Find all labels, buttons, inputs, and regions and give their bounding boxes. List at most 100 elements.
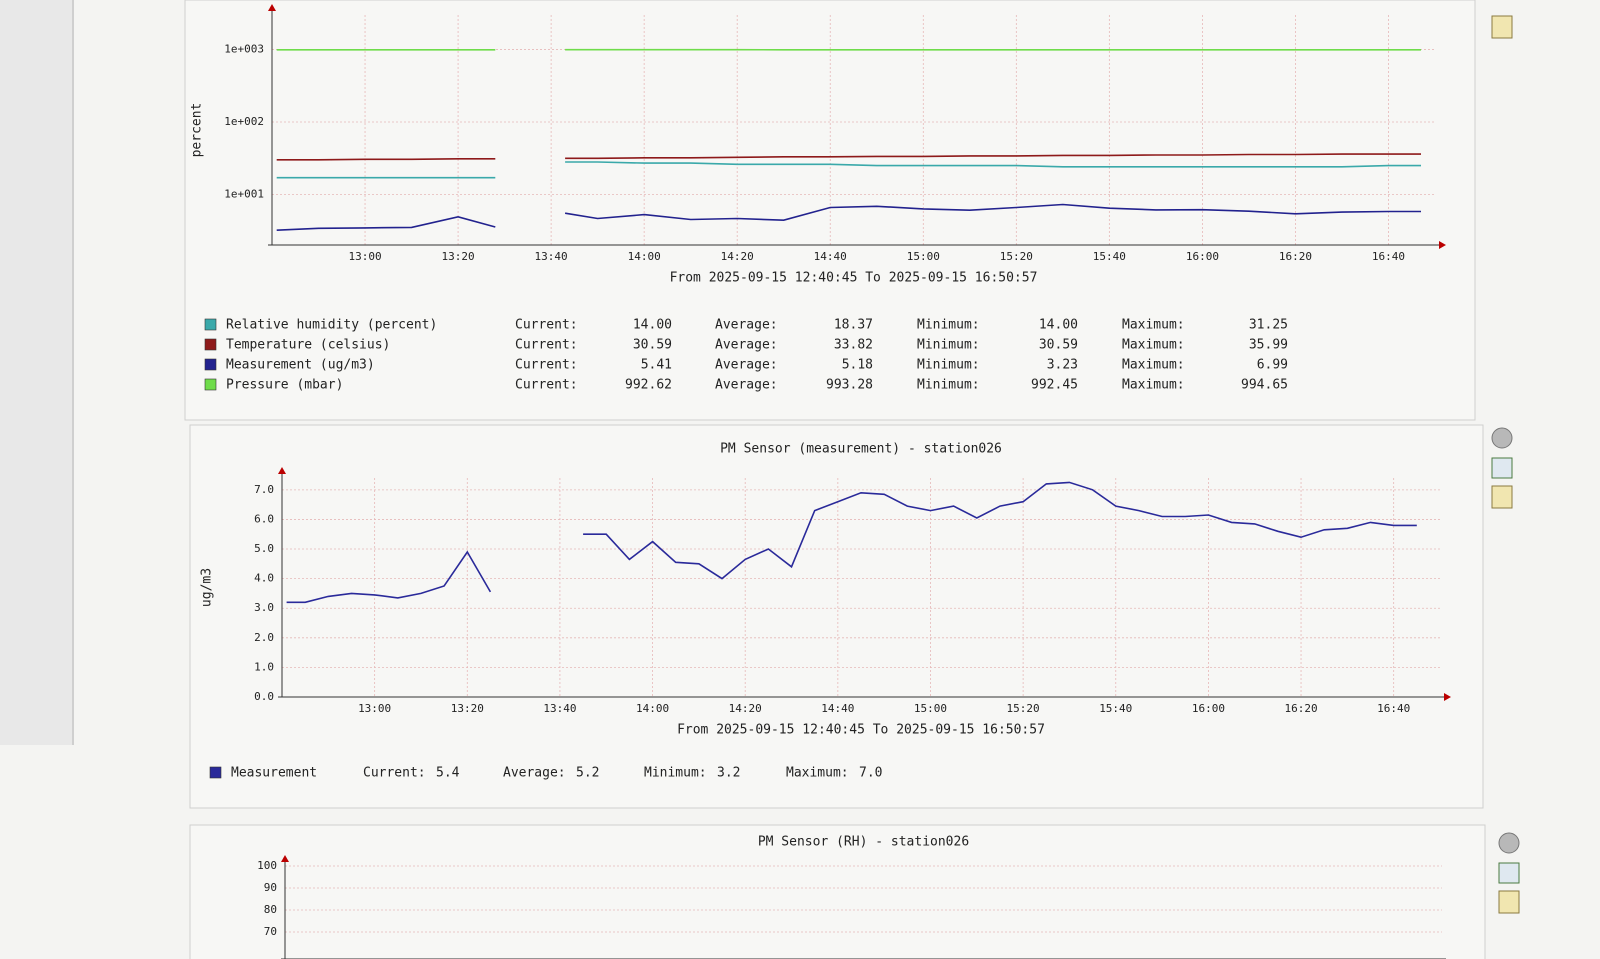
y-tick-label: 1e+003 — [224, 43, 264, 56]
y-tick-label: 3.0 — [254, 601, 274, 614]
legend-swatch — [209, 766, 222, 779]
stat-value: 5.2 — [576, 766, 599, 781]
stat-value: 14.00 — [633, 318, 672, 333]
stat-value: 5.4 — [436, 766, 460, 781]
list-icon[interactable] — [1491, 15, 1513, 39]
y-tick-label: 4.0 — [254, 572, 274, 585]
x-tick-label: 13:40 — [543, 702, 576, 715]
y-tick-label: 5.0 — [254, 542, 274, 555]
stat-label: Maximum: — [1122, 318, 1185, 333]
axis-arrow — [278, 467, 286, 474]
x-tick-label: 14:40 — [821, 702, 854, 715]
legend-swatch — [204, 318, 217, 331]
stat-label: Average: — [715, 378, 778, 393]
stat-label: Current: — [515, 338, 578, 353]
x-tick-label: 15:40 — [1099, 702, 1132, 715]
list-icon[interactable] — [1491, 485, 1513, 509]
x-tick-label: 16:00 — [1192, 702, 1225, 715]
legend-swatch — [204, 378, 217, 391]
y-tick-label: 70 — [264, 925, 277, 938]
stat-value: 30.59 — [633, 338, 672, 353]
stat-value: 992.45 — [1031, 378, 1078, 393]
legend-label: Measurement (ug/m3) — [226, 358, 375, 373]
stat-value: 994.65 — [1241, 378, 1288, 393]
settings-icon[interactable] — [1491, 427, 1513, 449]
graph-panel — [189, 824, 1486, 959]
x-tick-label: 15:00 — [914, 702, 947, 715]
x-tick-label: 13:20 — [442, 250, 475, 263]
series-line — [276, 158, 496, 161]
stat-label: Minimum: — [917, 378, 980, 393]
stat-value: 31.25 — [1249, 318, 1288, 333]
graph-panel — [189, 424, 1484, 809]
y-tick-label: 1.0 — [254, 660, 274, 673]
x-tick-label: 14:40 — [814, 250, 847, 263]
x-tick-label: 14:20 — [729, 702, 762, 715]
chart-title: PM Sensor (measurement) - station026 — [720, 442, 1002, 457]
y-tick-label: 0.0 — [254, 690, 274, 703]
stat-value: 7.0 — [859, 766, 882, 781]
stat-label: Maximum: — [1122, 358, 1185, 373]
x-tick-label: 16:20 — [1279, 250, 1312, 263]
axis-arrow — [1444, 693, 1451, 701]
series-line — [286, 550, 492, 604]
stat-value: 14.00 — [1039, 318, 1078, 333]
stat-value: 30.59 — [1039, 338, 1078, 353]
stat-value: 35.99 — [1249, 338, 1288, 353]
x-tick-label: 14:00 — [628, 250, 661, 263]
stat-value: 3.23 — [1047, 358, 1078, 373]
y-axis-label: ug/m3 — [200, 568, 215, 607]
x-tick-label: 14:00 — [636, 702, 669, 715]
x-tick-label: 13:40 — [535, 250, 568, 263]
stat-label: Minimum: — [644, 766, 707, 781]
axis-arrow — [281, 855, 289, 862]
stat-label: Current: — [515, 378, 578, 393]
series-line — [276, 215, 496, 231]
time-range: From 2025-09-15 12:40:45 To 2025-09-15 1… — [677, 723, 1045, 738]
stat-value: 6.99 — [1257, 358, 1288, 373]
y-tick-label: 100 — [257, 859, 277, 872]
stat-value: 3.2 — [717, 766, 740, 781]
graph-icons[interactable] — [1491, 15, 1520, 914]
list-icon[interactable] — [1498, 890, 1520, 914]
legend-label: Temperature (celsius) — [226, 338, 390, 353]
stat-value: 992.62 — [625, 378, 672, 393]
settings-icon[interactable] — [1498, 832, 1520, 854]
y-tick-label: 2.0 — [254, 631, 274, 644]
stat-label: Average: — [715, 318, 778, 333]
legend-label: Pressure (mbar) — [226, 378, 343, 393]
x-tick-label: 16:40 — [1372, 250, 1405, 263]
stat-value: 5.18 — [842, 358, 873, 373]
sidebar — [0, 0, 72, 745]
y-tick-label: 1e+002 — [224, 115, 264, 128]
export-icon[interactable] — [1498, 862, 1520, 884]
x-tick-label: 15:40 — [1093, 250, 1126, 263]
stat-label: Current: — [515, 318, 578, 333]
x-tick-label: 14:20 — [721, 250, 754, 263]
stat-label: Maximum: — [786, 766, 849, 781]
export-icon[interactable] — [1491, 457, 1513, 479]
stat-label: Minimum: — [917, 318, 980, 333]
x-tick-label: 16:20 — [1284, 702, 1317, 715]
x-tick-label: 16:00 — [1186, 250, 1219, 263]
x-tick-label: 13:20 — [451, 702, 484, 715]
x-tick-label: 15:00 — [907, 250, 940, 263]
stat-label: Current: — [515, 358, 578, 373]
stat-value: 33.82 — [834, 338, 873, 353]
y-tick-label: 1e+001 — [224, 187, 264, 200]
stat-label: Minimum: — [917, 358, 980, 373]
x-tick-label: 13:00 — [348, 250, 381, 263]
x-tick-label: 16:40 — [1377, 702, 1410, 715]
stat-label: Average: — [715, 358, 778, 373]
stat-label: Minimum: — [917, 338, 980, 353]
axis-arrow — [1439, 241, 1446, 249]
chart-title: PM Sensor (RH) - station026 — [758, 835, 969, 850]
series-line — [583, 481, 1417, 580]
x-tick-label: 13:00 — [358, 702, 391, 715]
stat-label: Average: — [503, 766, 566, 781]
stat-value: 5.41 — [641, 358, 672, 373]
stat-label: Maximum: — [1122, 338, 1185, 353]
x-tick-label: 15:20 — [1000, 250, 1033, 263]
